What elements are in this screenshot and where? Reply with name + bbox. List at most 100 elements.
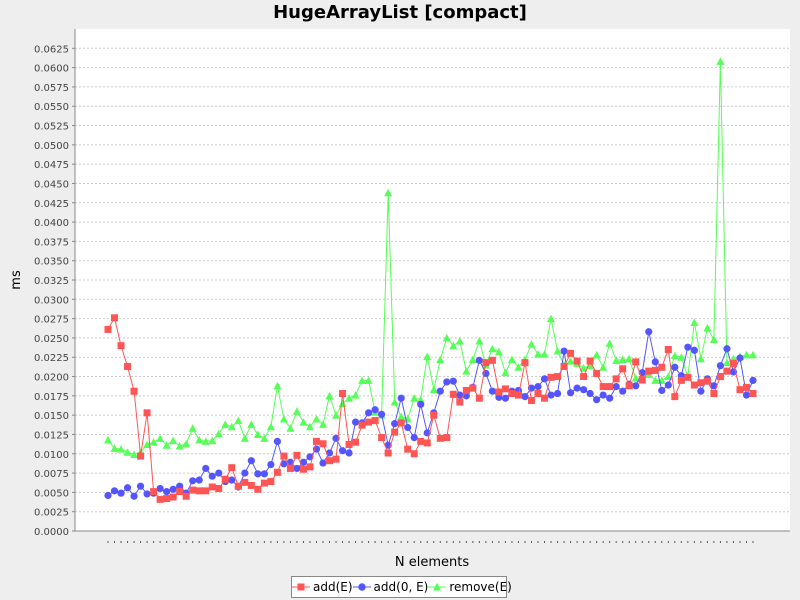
data-point bbox=[111, 314, 119, 322]
data-point bbox=[319, 440, 327, 448]
data-point bbox=[527, 396, 535, 404]
data-point bbox=[488, 387, 496, 395]
data-point bbox=[599, 363, 608, 371]
data-point bbox=[280, 460, 288, 468]
data-point bbox=[410, 433, 418, 442]
data-point bbox=[156, 434, 165, 442]
data-point bbox=[136, 482, 145, 490]
data-point bbox=[586, 361, 595, 370]
data-point bbox=[305, 422, 314, 431]
data-point bbox=[579, 364, 588, 372]
y-tick-label: 0.0150 bbox=[34, 411, 69, 422]
data-point bbox=[410, 450, 418, 458]
data-point bbox=[469, 384, 477, 392]
data-point bbox=[625, 354, 634, 363]
data-point bbox=[540, 375, 549, 383]
data-point bbox=[697, 387, 705, 395]
data-point bbox=[156, 495, 164, 503]
data-point bbox=[351, 418, 360, 426]
data-point bbox=[507, 355, 516, 364]
data-point bbox=[169, 485, 177, 493]
data-point bbox=[736, 386, 744, 394]
data-point bbox=[163, 488, 171, 496]
data-point bbox=[494, 347, 503, 356]
data-point bbox=[664, 381, 672, 389]
data-point bbox=[677, 376, 685, 384]
data-point bbox=[586, 357, 594, 365]
data-point bbox=[599, 391, 607, 399]
data-point bbox=[227, 422, 236, 431]
data-point bbox=[319, 420, 327, 428]
data-point bbox=[658, 363, 666, 371]
data-point bbox=[150, 488, 158, 496]
data-point bbox=[690, 346, 698, 354]
data-point bbox=[345, 449, 353, 457]
data-point bbox=[104, 491, 112, 500]
data-point bbox=[723, 367, 731, 375]
y-tick-label: 0.0000 bbox=[34, 527, 69, 538]
data-point bbox=[397, 394, 405, 402]
data-point bbox=[404, 445, 412, 453]
data-point bbox=[371, 417, 379, 425]
data-point bbox=[651, 366, 659, 374]
data-point bbox=[606, 394, 614, 402]
data-point bbox=[391, 420, 399, 428]
data-point bbox=[378, 410, 386, 418]
data-point bbox=[696, 354, 705, 363]
data-point bbox=[208, 472, 216, 480]
y-tick-label: 0.0025 bbox=[34, 508, 69, 519]
y-tick-label: 0.0600 bbox=[34, 64, 69, 75]
data-point bbox=[742, 350, 751, 359]
data-point bbox=[202, 464, 210, 473]
data-point bbox=[580, 386, 588, 394]
data-point bbox=[254, 470, 262, 478]
data-point bbox=[280, 452, 288, 460]
data-point bbox=[104, 435, 112, 444]
data-point bbox=[293, 451, 301, 459]
data-point bbox=[352, 438, 360, 446]
data-point bbox=[110, 487, 119, 495]
data-point bbox=[541, 394, 549, 402]
data-point bbox=[671, 393, 679, 401]
data-point bbox=[456, 398, 464, 406]
data-point bbox=[332, 455, 340, 463]
data-point bbox=[567, 349, 575, 357]
data-point bbox=[580, 373, 588, 381]
data-point bbox=[593, 396, 601, 404]
data-point bbox=[540, 350, 549, 358]
data-point bbox=[292, 407, 301, 415]
data-point bbox=[208, 483, 216, 491]
data-point bbox=[175, 442, 184, 450]
data-point bbox=[645, 367, 653, 375]
data-point bbox=[651, 358, 659, 366]
data-point bbox=[521, 393, 529, 401]
data-point bbox=[188, 424, 197, 432]
data-point bbox=[697, 379, 705, 387]
data-point bbox=[345, 441, 353, 449]
data-point bbox=[475, 356, 483, 364]
data-point bbox=[279, 415, 288, 423]
data-point bbox=[365, 418, 373, 426]
data-point bbox=[228, 476, 236, 484]
data-point bbox=[547, 314, 556, 323]
data-point bbox=[690, 381, 698, 389]
data-point bbox=[247, 457, 255, 465]
y-axis-label: ms bbox=[9, 270, 24, 290]
data-point bbox=[566, 389, 575, 397]
data-point bbox=[299, 465, 307, 473]
series-0 bbox=[104, 314, 757, 503]
data-point bbox=[651, 376, 660, 384]
data-point bbox=[501, 368, 510, 377]
data-point bbox=[632, 382, 640, 390]
y-tick-labels: 0.0000 0.0025 0.0050 0.0075 0.0100 0.0125 0.01… bbox=[34, 44, 75, 538]
data-point bbox=[339, 390, 347, 398]
data-point bbox=[632, 358, 640, 366]
data-point bbox=[547, 373, 555, 381]
data-point bbox=[417, 400, 425, 408]
data-point bbox=[149, 438, 158, 446]
y-tick-label: 0.0100 bbox=[34, 450, 69, 461]
data-point bbox=[455, 337, 464, 345]
data-point bbox=[736, 354, 744, 362]
y-tick-label: 0.0450 bbox=[34, 179, 69, 190]
data-point bbox=[404, 423, 412, 432]
